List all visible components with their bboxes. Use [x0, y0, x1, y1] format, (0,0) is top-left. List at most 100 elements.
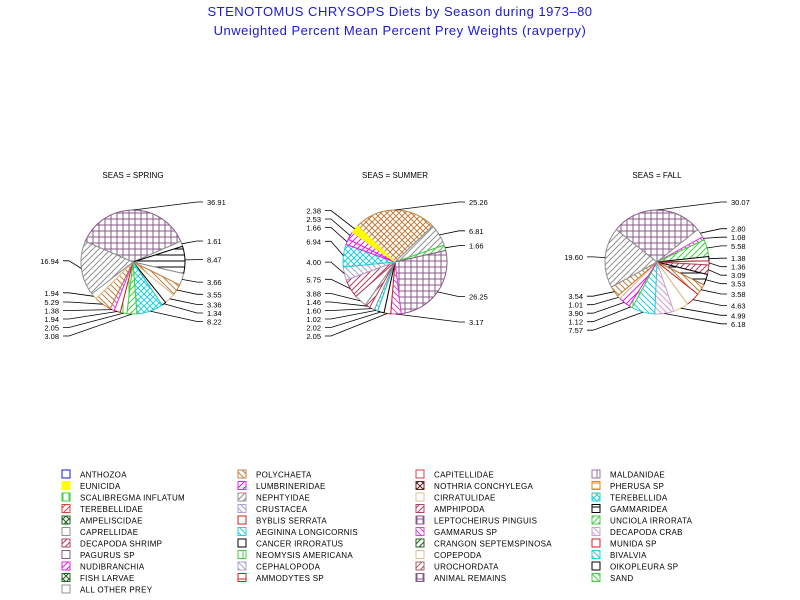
legend-swatch [591, 515, 601, 525]
leader-line [587, 302, 625, 314]
slice-label: 16.94 [40, 257, 59, 266]
legend-label: TEREBELLIDA [610, 494, 668, 503]
leader-line [394, 201, 465, 211]
slice-label: 6.81 [469, 227, 484, 236]
leader-line [587, 296, 619, 306]
legend-swatch [237, 550, 247, 559]
legend-label: BYBLIS SERRATA [256, 517, 327, 526]
leader-line [63, 309, 113, 311]
slice-label: 1.94 [44, 289, 59, 298]
legend-swatch [237, 492, 247, 502]
legend-label: ANIMAL REMAINS [434, 574, 506, 583]
leader-line [437, 291, 465, 298]
leader-line [181, 279, 203, 283]
slice-label: 8.22 [207, 318, 222, 327]
slice-label: 2.02 [306, 324, 321, 333]
leader-line [63, 260, 82, 269]
legend-label: PHERUSA SP [610, 482, 664, 491]
pie-title: SEAS = FALL [632, 171, 682, 180]
slice-label: 1.08 [731, 233, 746, 242]
legend-swatch [415, 515, 425, 525]
legend-label: CRUSTACEA [256, 505, 308, 514]
legend-label: DECAPODA CRAB [610, 528, 683, 537]
slice-label: 5.58 [731, 242, 746, 251]
leader-line [63, 292, 94, 297]
slice-label: 1.12 [568, 318, 583, 327]
legend-label: AMPELISCIDAE [80, 517, 143, 526]
legend-swatch [61, 492, 71, 502]
pie-chart-1: SEAS = SUMMER25.266.811.6626.253.172.382… [306, 171, 487, 341]
leader-line [325, 210, 356, 230]
legend-label: PAGURUS SP [80, 551, 135, 560]
slice-label: 3.17 [469, 318, 484, 327]
legend-label: UROCHORDATA [434, 563, 499, 572]
legend-label: GAMMARIDEA [610, 505, 668, 514]
leader-line [587, 291, 615, 297]
slice-label: 2.80 [731, 225, 746, 234]
leader-line [325, 227, 348, 243]
chart-subtitle: Unweighted Percent Mean Percent Prey Wei… [213, 23, 587, 38]
legend-label: UNCIOLA IRRORATA [610, 517, 693, 526]
leader-line [700, 289, 727, 295]
legend-swatch [237, 561, 247, 571]
slice-label: 2.53 [306, 215, 321, 224]
slice-label: 1.38 [731, 254, 746, 263]
slice-label: 4.00 [306, 258, 321, 267]
slice-label: 1.60 [306, 307, 321, 316]
slice-label: 1.02 [306, 315, 321, 324]
slice-label: 3.58 [731, 290, 746, 299]
legend-label: MUNIDA SP [610, 540, 657, 549]
legend-swatch [61, 481, 71, 490]
legend-swatch [61, 515, 71, 525]
slice-label: 1.94 [44, 315, 59, 324]
slice-label: 3.08 [44, 332, 59, 341]
legend-swatch [237, 573, 247, 582]
legend-label: ANTHOZOA [80, 471, 127, 480]
slice-label: 2.38 [306, 207, 321, 216]
legend-label: ALL OTHER PREY [80, 586, 153, 595]
legend-label: AMPHIPODA [434, 505, 485, 514]
legend-label: FISH LARVAE [80, 574, 135, 583]
legend-label: OIKOPLEURA SP [610, 563, 678, 572]
leader-line [705, 279, 727, 285]
legend-label: NOTHRIA CONCHYLEGA [434, 482, 534, 491]
slice-label: 19.60 [564, 253, 583, 262]
leader-line [63, 313, 133, 337]
slice-label: 26.25 [469, 293, 488, 302]
legend-swatch [61, 538, 71, 548]
legend-swatch [237, 469, 247, 479]
legend-swatch [61, 561, 71, 571]
leader-line [700, 228, 727, 234]
leader-line [63, 301, 103, 305]
legend-label: COPEPODA [434, 551, 482, 560]
leader-line [325, 301, 368, 307]
leader-line [150, 310, 203, 322]
legend-swatch [61, 504, 71, 513]
legend-swatch [591, 550, 601, 559]
legend-swatch [591, 573, 601, 582]
legend-label: NEPHTYIDAE [256, 494, 310, 503]
legend-label: AEGININA LONGICORNIS [256, 528, 358, 537]
slice-label: 3.54 [568, 292, 583, 301]
slice-label: 1.34 [207, 309, 222, 318]
legend-swatch [61, 584, 71, 594]
leader-line [708, 262, 727, 268]
legend-swatch [415, 492, 425, 502]
slice-label: 4.99 [731, 311, 746, 320]
leader-line [395, 313, 465, 323]
pie-slice [80, 240, 134, 295]
slice-label: 7.57 [568, 326, 583, 335]
leader-line [325, 313, 388, 337]
legend-label: MALDANIDAE [610, 471, 665, 480]
pie-slice [394, 249, 448, 315]
leader-line [325, 310, 376, 320]
legend-label: BIVALVIA [610, 551, 647, 560]
legend-label: LEPTOCHEIRUS PINGUIS [434, 517, 537, 526]
leader-line [439, 230, 465, 236]
legend-label: NUDIBRANCHIA [80, 563, 145, 572]
leader-line [325, 308, 373, 311]
legend-label: CIRRATULIDAE [434, 494, 496, 503]
slice-label: 3.66 [207, 278, 222, 287]
slice-label: 3.09 [731, 271, 746, 280]
